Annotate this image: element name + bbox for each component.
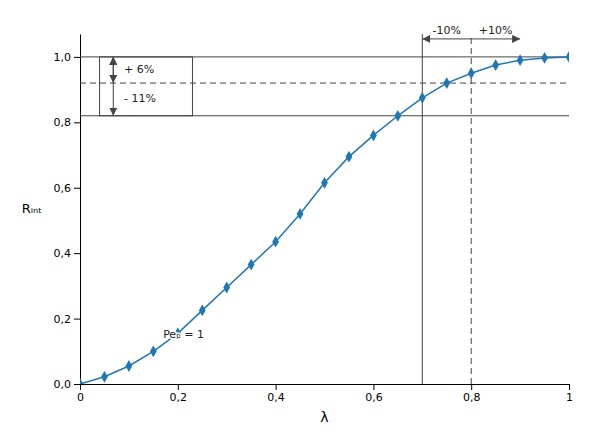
data-point — [126, 360, 133, 372]
reference-line — [471, 34, 472, 384]
data-point — [101, 371, 108, 383]
tick-label: 0,0 — [54, 378, 72, 391]
tick: 0,2 — [54, 313, 81, 326]
tick-label: 1 — [566, 391, 573, 404]
x-axis: 0 0,2 0,4 0,6 0,8 1 — [77, 384, 573, 404]
data-point — [223, 282, 230, 294]
data-point — [80, 378, 83, 384]
data-point — [150, 345, 157, 357]
annotation: +10% — [479, 24, 513, 37]
tick-mark — [74, 384, 80, 385]
data-point — [517, 54, 524, 66]
tick: 0,4 — [54, 247, 81, 260]
tick-mark — [471, 384, 472, 390]
tick-mark — [74, 253, 80, 254]
tick-label: 0,4 — [54, 247, 72, 260]
tick: 0,4 — [267, 384, 285, 404]
annotations: Peₚ = 1 + 6% - 11% -10% +10% — [124, 24, 512, 341]
arrows — [113, 39, 520, 116]
tick-label: 0,2 — [54, 313, 72, 326]
annotation-box — [100, 57, 193, 116]
data-point — [541, 52, 548, 64]
annotation-arrow — [113, 57, 114, 83]
plot-area — [80, 34, 569, 384]
reference-line — [422, 34, 423, 384]
tick-label: 0 — [77, 391, 84, 404]
tick-mark — [276, 384, 277, 390]
data-point — [346, 151, 353, 163]
x-axis-line — [81, 384, 570, 385]
chart-svg: 0 0,2 0,4 0,6 0,8 1 0,0 0,2 0,4 0,6 0,8 1,0 λ Rᵢₙₜ Peₚ… — [0, 0, 593, 432]
tick: 1,0 — [54, 51, 81, 64]
tick: 1 — [566, 384, 573, 404]
tick-label: 0,8 — [54, 116, 72, 129]
annotation-arrow — [471, 38, 520, 39]
tick-mark — [74, 122, 80, 123]
annotation: - 11% — [124, 92, 156, 105]
annotation-arrow — [113, 57, 114, 116]
data-point — [394, 110, 401, 122]
tick-mark — [80, 384, 81, 390]
y-axis: 0,0 0,2 0,4 0,6 0,8 1,0 — [54, 35, 81, 392]
reference-line — [80, 83, 569, 84]
annotation-arrow — [422, 38, 471, 39]
data-line — [80, 57, 569, 384]
x-axis-title: λ — [320, 409, 328, 425]
annotation: + 6% — [124, 63, 154, 76]
tick: 0 — [77, 384, 84, 404]
tick-mark — [178, 384, 179, 390]
data-point — [272, 236, 279, 248]
data-point — [468, 67, 475, 79]
tick-label: 0,4 — [267, 391, 285, 404]
tick-mark — [74, 57, 80, 58]
data-point — [419, 92, 426, 104]
tick-mark — [74, 188, 80, 189]
tick-label: 1,0 — [54, 51, 72, 64]
data-point — [248, 259, 255, 271]
tick: 0,6 — [365, 384, 383, 404]
tick: 0,8 — [54, 116, 81, 129]
tick-label: 0,2 — [170, 391, 188, 404]
tick: 0,0 — [54, 378, 81, 391]
tick-mark — [373, 384, 374, 390]
y-axis-line — [80, 35, 81, 385]
data-point — [321, 177, 328, 189]
annotation: Peₚ = 1 — [163, 328, 204, 341]
data-point — [566, 51, 569, 63]
data-point — [443, 77, 450, 89]
data-point — [199, 305, 206, 317]
y-axis-title: Rᵢₙₜ — [22, 201, 43, 216]
tick-label: 0,8 — [463, 391, 481, 404]
tick-label: 0,6 — [365, 391, 383, 404]
tick: 0,2 — [170, 384, 188, 404]
tick: 0,8 — [463, 384, 481, 404]
tick-label: 0,6 — [54, 182, 72, 195]
tick: 0,6 — [54, 182, 81, 195]
data-point — [297, 208, 304, 220]
data-point — [370, 130, 377, 142]
tick-mark — [569, 384, 570, 390]
markers — [80, 51, 569, 384]
tick-mark — [74, 319, 80, 320]
annotation: -10% — [433, 24, 461, 37]
data-point — [492, 59, 499, 71]
chart-container: 0 0,2 0,4 0,6 0,8 1 0,0 0,2 0,4 0,6 0,8 1,0 λ Rᵢₙₜ Peₚ… — [0, 0, 593, 432]
